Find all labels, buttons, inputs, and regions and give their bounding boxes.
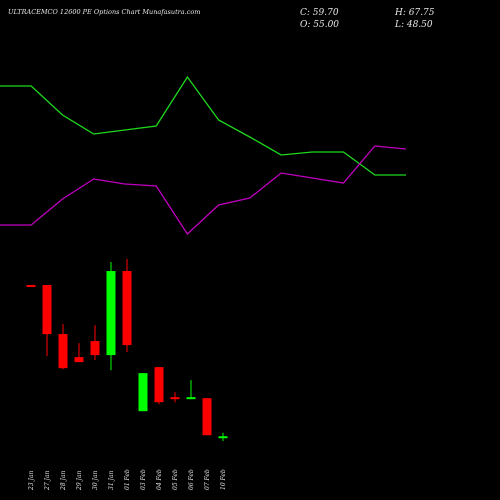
x-tick-label: 03 Feb — [140, 469, 147, 490]
x-tick-label: 04 Feb — [156, 469, 163, 490]
chart-title: ULTRACEMCO 12600 PE Options Chart Munafa… — [8, 8, 200, 16]
x-tick-label: 05 Feb — [172, 469, 179, 490]
candle-body — [74, 357, 84, 363]
candle-body — [26, 285, 36, 288]
candle-body — [106, 271, 116, 356]
x-tick-label: 31 Jan — [108, 470, 115, 490]
candle-body — [58, 334, 68, 369]
open-label: O: 55.00 — [300, 20, 339, 30]
x-tick-label: 23 Jan — [28, 470, 35, 491]
high-label: H: 67.75 — [394, 8, 435, 18]
candle-body — [202, 398, 212, 436]
x-tick-label: 29 Jan — [76, 470, 83, 491]
x-tick-label: 30 Jan — [92, 470, 99, 490]
low-label: L: 48.50 — [394, 20, 433, 30]
candle-body — [218, 436, 228, 439]
x-tick-label: 28 Jan — [60, 470, 67, 491]
x-tick-label: 27 Jan — [44, 470, 51, 491]
indicator-line — [0, 145, 407, 236]
candle-body — [186, 397, 196, 400]
x-tick-label: 06 Feb — [188, 469, 195, 490]
candle-body — [138, 373, 148, 412]
candle-body — [42, 285, 52, 335]
candle-body — [122, 271, 132, 346]
indicator-line — [0, 75, 406, 176]
x-tick-label: 07 Feb — [204, 469, 211, 490]
close-label: C: 59.70 — [300, 8, 339, 18]
x-tick-label: 10 Feb — [220, 469, 227, 490]
x-tick-label: 01 Feb — [124, 469, 131, 490]
candle-body — [90, 341, 100, 356]
candle-body — [170, 397, 180, 400]
candle-body — [154, 367, 164, 403]
